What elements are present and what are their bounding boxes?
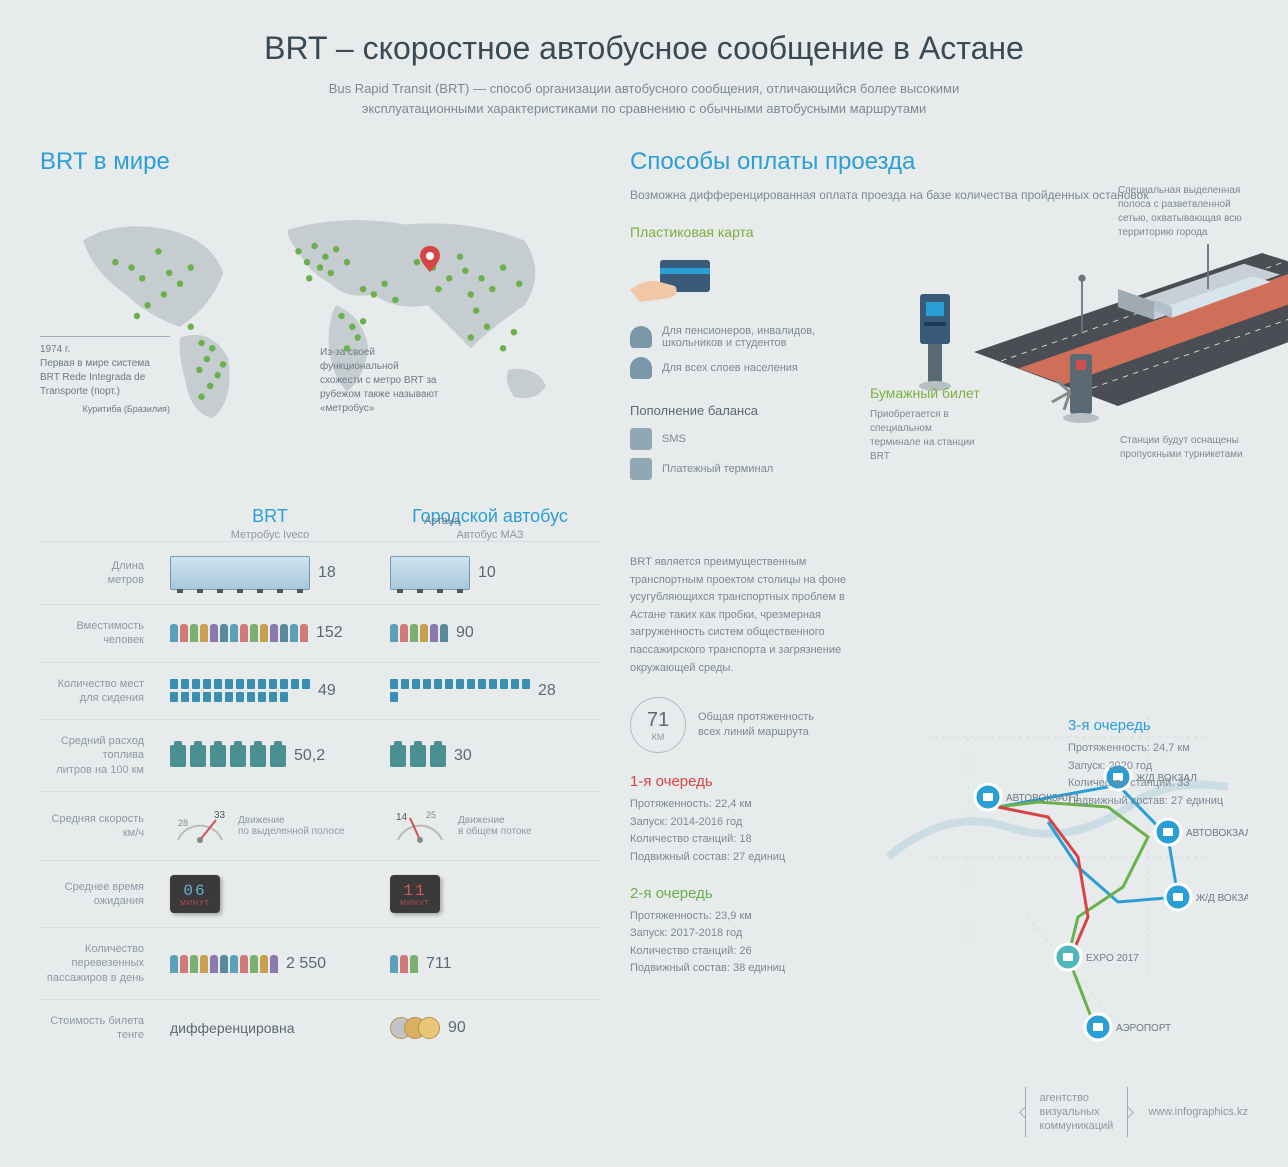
card-title: Пластиковая карта: [630, 224, 850, 240]
gauge-city-icon: 25 14: [390, 806, 450, 846]
topup-item: Платежный терминал: [630, 458, 850, 480]
note-lane: Специальная выделенная полоса с разветвл…: [1118, 184, 1248, 240]
bus-city-icon: [390, 556, 470, 590]
terminal-icon: [630, 458, 652, 480]
row-wait: Среднее время ожидания 06МИНУТ 11МИНУТ: [40, 860, 600, 927]
col-city-sub: Автобус МАЗ: [380, 529, 600, 541]
phase-block: 3-я очередьПротяженность: 24,7 кмЗапуск:…: [1068, 717, 1248, 810]
col-brt-sub: Метробус Iveco: [160, 529, 380, 541]
payment-heading: Способы оплаты проезда: [630, 148, 1248, 176]
col-brt-name: BRT: [160, 506, 380, 527]
comparison-table: BRT Метробус Iveco Городской автобус Авт…: [40, 506, 600, 1057]
topup-title: Пополнение баланса: [630, 403, 850, 418]
route-stop: АВТОВОКЗАЛ 2: [1155, 819, 1248, 845]
row-fuel: Средний расход топлива литров на 100 км …: [40, 719, 600, 791]
gauge-brt-icon: 28 33: [170, 806, 230, 846]
astana-pin-label: Астана: [424, 515, 460, 527]
terminal-icon: [630, 428, 652, 450]
svg-text:АВТОВОКЗАЛ 2: АВТОВОКЗАЛ 2: [1186, 828, 1248, 839]
card-hand-icon: [630, 250, 720, 310]
world-map: Астана 1974 г. Первая в мире система BRT…: [40, 186, 600, 486]
person-icon: [630, 326, 652, 348]
ticket-text: Приобретается в специальном терминале на…: [870, 408, 980, 464]
row-capacity: Вместимость человек 152 90: [40, 604, 600, 662]
agency-credit: агентство визуальных коммуникаций: [1025, 1087, 1129, 1138]
callout-curitiba: 1974 г. Первая в мире система BRT Rede I…: [40, 336, 170, 416]
row-pax: Количество перевезенных пассажиров в ден…: [40, 927, 600, 999]
footer-url: www.infographics.kz: [1148, 1106, 1248, 1118]
bus-brt-icon: [170, 556, 310, 590]
route-stop: АЭРОПОРТ: [1085, 1014, 1171, 1040]
timer-city-icon: 11МИНУТ: [390, 875, 440, 913]
svg-text:33: 33: [214, 810, 226, 821]
ticket-title: Бумажный билет: [870, 384, 980, 404]
svg-text:25: 25: [426, 810, 436, 820]
person-icon: [630, 357, 652, 379]
row-seats: Количество мест для сидения 49 28: [40, 662, 600, 720]
phase-block: 2-я очередьПротяженность: 23,9 кмЗапуск:…: [630, 885, 850, 978]
callout-metrobus: Из-за своей функциональной схожести с ме…: [320, 346, 440, 416]
row-speed: Средняя скорость км/ч 28 33 Движение по …: [40, 791, 600, 860]
svg-text:28: 28: [178, 818, 188, 828]
page-subtitle: Bus Rapid Transit (BRT) — способ организ…: [284, 79, 1004, 118]
brt-description: BRT является преимущественным транспортн…: [630, 554, 860, 677]
route-stop: АВТОВОКЗАЛ 1: [975, 784, 1080, 810]
row-price: Стоимость билета тенге дифференцировна 9…: [40, 999, 600, 1057]
total-km-badge: 71 КМ: [630, 697, 686, 753]
card-item: Для всех слоев населения: [630, 357, 850, 379]
page-title: BRT – скоростное автобусное сообщение в …: [40, 30, 1248, 67]
svg-text:EXPO 2017: EXPO 2017: [1086, 953, 1139, 964]
validator-icon: [910, 294, 960, 394]
route-stop: EXPO 2017: [1055, 944, 1139, 970]
svg-text:Ж/Д ВОКЗАЛ 2: Ж/Д ВОКЗАЛ 2: [1196, 893, 1248, 904]
turnstile-icon: [1050, 354, 1110, 444]
coins-icon: [390, 1017, 440, 1039]
timer-brt-icon: 06МИНУТ: [170, 875, 220, 913]
total-km-text: Общая протяженность всех линий маршрута: [698, 710, 818, 741]
card-item: Для пенсионеров, инвалидов, школьников и…: [630, 325, 850, 349]
phase-block: 1-я очередьПротяженность: 22,4 кмЗапуск:…: [630, 773, 850, 866]
route-map: 71 КМ Общая протяженность всех линий мар…: [630, 697, 1248, 978]
svg-text:АЭРОПОРТ: АЭРОПОРТ: [1116, 1023, 1171, 1034]
svg-text:14: 14: [396, 812, 408, 823]
world-heading: BRT в мире: [40, 148, 600, 176]
station-isometric: Специальная выделенная полоса с разветвл…: [870, 184, 1248, 464]
station-road-svg: [950, 244, 1288, 424]
note-turnstile: Станции будут оснащены пропускными турни…: [1120, 434, 1270, 462]
route-stop: Ж/Д ВОКЗАЛ 2: [1165, 884, 1248, 910]
topup-item: SMS: [630, 428, 850, 450]
row-length: Длина метров 18 10: [40, 541, 600, 604]
astana-pin: Астана: [420, 246, 600, 529]
